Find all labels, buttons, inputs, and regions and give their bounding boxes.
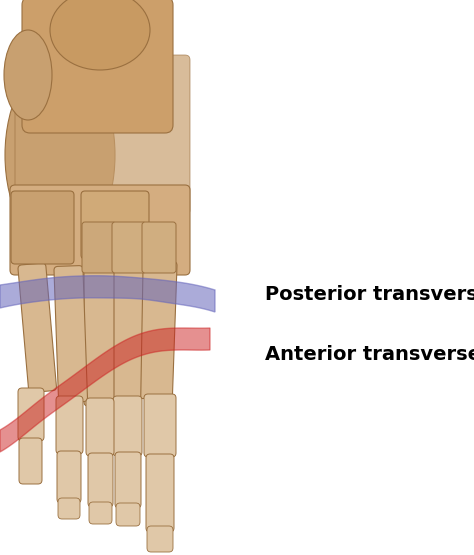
FancyBboxPatch shape bbox=[109, 264, 143, 402]
FancyBboxPatch shape bbox=[18, 263, 56, 392]
Polygon shape bbox=[0, 276, 215, 312]
FancyBboxPatch shape bbox=[19, 438, 42, 484]
Polygon shape bbox=[0, 328, 210, 452]
FancyBboxPatch shape bbox=[144, 394, 176, 457]
FancyBboxPatch shape bbox=[147, 526, 173, 552]
FancyBboxPatch shape bbox=[142, 222, 176, 273]
FancyBboxPatch shape bbox=[86, 398, 114, 456]
Ellipse shape bbox=[4, 30, 52, 120]
FancyBboxPatch shape bbox=[54, 266, 88, 402]
FancyBboxPatch shape bbox=[88, 453, 113, 507]
FancyBboxPatch shape bbox=[116, 503, 140, 526]
FancyBboxPatch shape bbox=[82, 222, 116, 273]
FancyBboxPatch shape bbox=[58, 498, 80, 519]
FancyBboxPatch shape bbox=[113, 396, 142, 456]
FancyBboxPatch shape bbox=[81, 191, 149, 259]
FancyBboxPatch shape bbox=[56, 396, 83, 454]
FancyBboxPatch shape bbox=[146, 454, 174, 532]
Text: Anterior transverse arch: Anterior transverse arch bbox=[265, 346, 474, 365]
FancyBboxPatch shape bbox=[10, 185, 190, 275]
Ellipse shape bbox=[5, 58, 115, 253]
FancyBboxPatch shape bbox=[84, 266, 114, 406]
Ellipse shape bbox=[50, 0, 150, 70]
FancyBboxPatch shape bbox=[115, 452, 141, 508]
FancyBboxPatch shape bbox=[57, 451, 81, 503]
FancyBboxPatch shape bbox=[18, 388, 44, 441]
FancyBboxPatch shape bbox=[89, 502, 112, 524]
FancyBboxPatch shape bbox=[22, 0, 173, 133]
FancyBboxPatch shape bbox=[11, 191, 74, 264]
FancyBboxPatch shape bbox=[112, 222, 146, 273]
FancyBboxPatch shape bbox=[15, 55, 190, 215]
FancyBboxPatch shape bbox=[137, 260, 177, 400]
Text: Posterior transverse arch: Posterior transverse arch bbox=[265, 285, 474, 305]
